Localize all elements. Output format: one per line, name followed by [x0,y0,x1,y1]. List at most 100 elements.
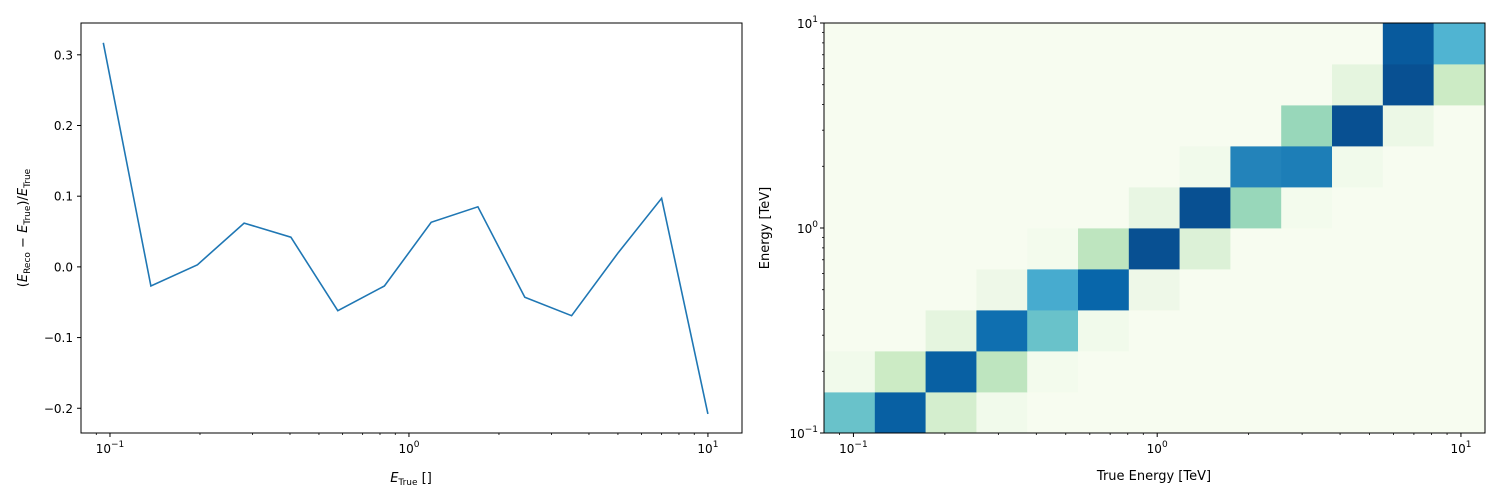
heatmap-cell [1332,391,1384,434]
heatmap-cell [1230,186,1282,229]
heatmap-cell [1332,228,1384,270]
heatmap-cell [1433,351,1486,393]
heatmap-cell [1027,310,1079,352]
heatmap-cell [1382,228,1435,270]
heatmap-cell [925,310,977,352]
heatmap-cell [1027,23,1079,65]
heatmap-cell [824,63,876,106]
heatmap-cell [925,268,977,311]
heatmap-cell [874,351,926,393]
heatmap-cell [925,105,977,147]
heatmap-cell [874,391,926,434]
heatmap-cell [1078,228,1130,270]
heatmap-cell [874,268,926,311]
heatmap-cell [874,228,926,270]
heatmap-cell [824,268,876,311]
right-x-axis-label: True Energy [TeV] [1096,469,1211,484]
y-tick-label: −0.1 [44,331,73,345]
y-tick-label: 0.1 [54,190,73,204]
heatmap-cell [1332,186,1384,229]
heatmap-cell [1433,63,1486,106]
heatmap-cell [1128,63,1180,106]
heatmap-cell [925,146,977,188]
heatmap-cell [1179,228,1231,270]
heatmap-cell [1027,268,1079,311]
heatmap-cell [874,23,926,65]
heatmap-cell [824,351,876,393]
heatmap-cell [1281,310,1333,352]
heatmap-cell [1078,23,1130,65]
heatmap-cell [1027,63,1079,106]
heatmap-cell [1128,310,1180,352]
x-tick-label: 101 [697,440,718,456]
heatmap-cell [1128,391,1180,434]
x-tick-label: 101 [1450,440,1471,456]
heatmap-cell [1230,351,1282,393]
heatmap-cells [824,23,1486,434]
heatmap-cell [1027,391,1079,434]
heatmap-cell [1281,268,1333,311]
heatmap-cell [1382,351,1435,393]
heatmap-cell [874,186,926,229]
heatmap-cell [1027,351,1079,393]
x-tick-label: 10−1 [839,440,868,456]
residual-line-chart: −0.2−0.10.00.10.20.310−1 100 101 ETrue [] … [16,22,743,488]
y-tick-label: 0.2 [54,119,73,133]
left-plot-area [81,23,742,433]
heatmap-cell [1382,63,1435,106]
heatmap-cell [1230,146,1282,188]
heatmap-cell [1179,268,1231,311]
heatmap-cell [1230,310,1282,352]
heatmap-cell [925,63,977,106]
heatmap-cell [1179,186,1231,229]
series-line-0 [102,42,709,415]
heatmap-cell [1433,186,1486,229]
heatmap-cell [1281,351,1333,393]
heatmap-cell [1078,391,1130,434]
heatmap-cell [1433,105,1486,147]
x-tick-label: 100 [1147,440,1168,456]
heatmap-cell [1230,105,1282,147]
heatmap-cell [1230,391,1282,434]
heatmap-cell [1179,105,1231,147]
heatmap-cell [976,23,1028,65]
heatmap-cell [1128,268,1180,311]
heatmap-cell [976,186,1028,229]
heatmap-cell [1078,186,1130,229]
x-tick-label: 100 [398,440,419,456]
heatmap-cell [976,391,1028,434]
heatmap-cell [1382,105,1435,147]
heatmap-cell [1382,146,1435,188]
heatmap-cell [1179,63,1231,106]
heatmap-cell [1332,63,1384,106]
heatmap-cell [1027,186,1079,229]
heatmap-cell [1281,228,1333,270]
heatmap-cell [1027,146,1079,188]
heatmap-cell [1128,228,1180,270]
heatmap-cell [976,268,1028,311]
heatmap-cell [1281,63,1333,106]
heatmap-cell [1382,186,1435,229]
heatmap-cell [1128,351,1180,393]
heatmap-cell [976,63,1028,106]
heatmap-cell [874,63,926,106]
heatmap-cell [1078,146,1130,188]
heatmap-cell [1179,146,1231,188]
heatmap-cell [824,391,876,434]
heatmap-cell [1332,268,1384,311]
y-tick-label: 101 [797,15,818,31]
heatmap-cell [1230,268,1282,311]
y-tick-label: 0.0 [54,260,73,274]
heatmap-cell [925,23,977,65]
heatmap-cell [1128,146,1180,188]
left-chart-marks [102,42,709,415]
heatmap-cell [1078,351,1130,393]
right-ticks: 10−1 100 101 10−1 100 101 [789,15,1471,456]
heatmap-cell [925,351,977,393]
heatmap-cell [1179,391,1231,434]
heatmap-cell [976,310,1028,352]
heatmap-cell [1027,105,1079,147]
heatmap-cell [1382,391,1435,434]
heatmap-cell [874,310,926,352]
